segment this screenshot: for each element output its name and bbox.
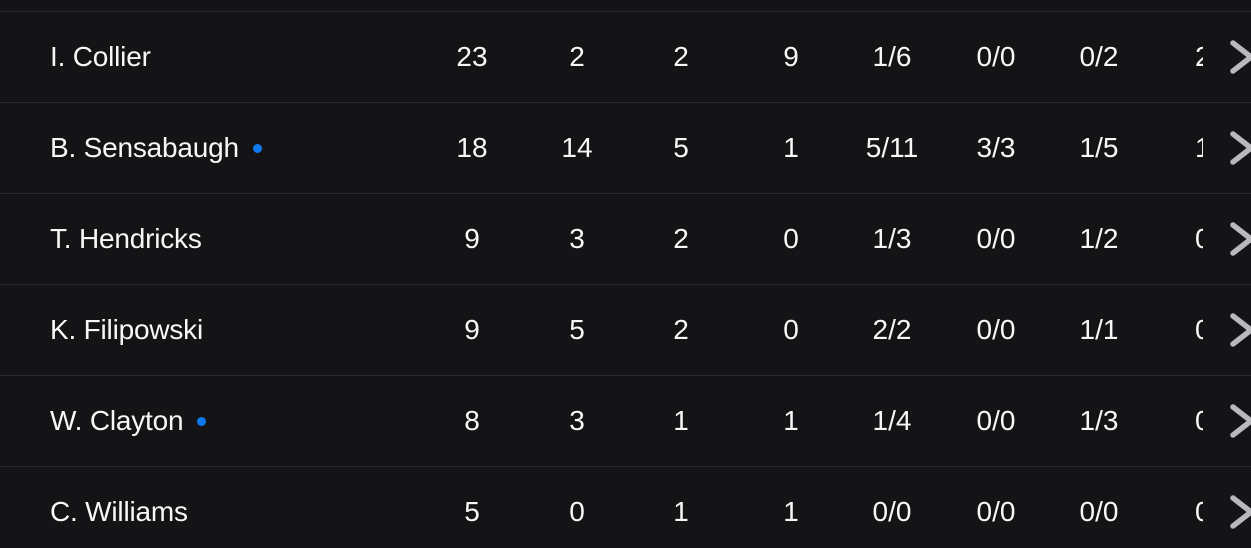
stat-cell: 0 xyxy=(783,223,799,254)
player-name-cell: W. Clayton xyxy=(50,376,207,466)
player-name: K. Filipowski xyxy=(50,314,203,345)
player-row[interactable]: B. Sensabaugh 18 14 5 1 5/11 3/3 1/5 1 xyxy=(0,102,1251,193)
stat-cell: 1 xyxy=(673,496,689,527)
player-name: W. Clayton xyxy=(50,405,184,436)
chevron-right-icon xyxy=(1230,404,1251,438)
clipped-stat-cell: 0 xyxy=(1195,405,1203,436)
player-name-cell: T. Hendricks xyxy=(50,194,202,284)
stat-cell: 14 xyxy=(561,132,593,163)
on-court-dot xyxy=(197,416,207,426)
clipped-stat-cell: 0 xyxy=(1195,496,1203,527)
player-name: B. Sensabaugh xyxy=(50,132,239,163)
stat-cell: 1/3 xyxy=(872,223,912,254)
chevron-right-icon xyxy=(1230,131,1251,165)
stat-cell: 1/2 xyxy=(1079,223,1119,254)
player-row[interactable]: I. Collier 23 2 2 9 1/6 0/0 0/2 2 xyxy=(0,11,1251,102)
player-row[interactable]: W. Clayton 8 3 1 1 1/4 0/0 1/3 0 xyxy=(0,375,1251,466)
stat-cell: 9 xyxy=(464,223,480,254)
stat-cell: 0/0 xyxy=(976,223,1016,254)
stat-cell: 0/0 xyxy=(872,496,912,527)
stat-cell: 5 xyxy=(569,314,585,345)
stat-cell: 0/0 xyxy=(976,405,1016,436)
player-row[interactable]: K. Filipowski 9 5 2 0 2/2 0/0 1/1 0 xyxy=(0,284,1251,375)
stat-cell: 5/11 xyxy=(865,132,919,163)
player-name: I. Collier xyxy=(50,41,151,72)
stat-cell: 0/2 xyxy=(1079,41,1119,72)
stat-cell: 0/0 xyxy=(976,496,1016,527)
stat-cell: 18 xyxy=(456,132,488,163)
stat-cell: 0/0 xyxy=(976,41,1016,72)
chevron-right-icon xyxy=(1230,40,1251,74)
stat-cell: 1/6 xyxy=(872,41,912,72)
stat-cell: 1 xyxy=(783,405,799,436)
player-name: C. Williams xyxy=(50,496,188,527)
on-court-dot xyxy=(252,143,262,153)
chevron-right-icon xyxy=(1230,222,1251,256)
stat-cell: 5 xyxy=(464,496,480,527)
chevron-right-icon xyxy=(1230,313,1251,347)
stat-cell: 0/0 xyxy=(976,314,1016,345)
player-row[interactable]: C. Williams 5 0 1 1 0/0 0/0 0/0 0 xyxy=(0,466,1251,548)
player-name-cell: K. Filipowski xyxy=(50,285,203,375)
stat-cell: 1 xyxy=(783,132,799,163)
clipped-stat-cell: 0 xyxy=(1195,223,1203,254)
stat-cell: 2 xyxy=(673,314,689,345)
stat-cell: 5 xyxy=(673,132,689,163)
stat-cell: 3 xyxy=(569,405,585,436)
stat-cell: 0 xyxy=(783,314,799,345)
stat-cell: 1/4 xyxy=(872,405,912,436)
stat-cell: 3 xyxy=(569,223,585,254)
stat-cell: 1 xyxy=(673,405,689,436)
player-name-cell: C. Williams xyxy=(50,467,188,548)
stat-cell: 2 xyxy=(569,41,585,72)
stat-cell: 2 xyxy=(673,223,689,254)
stat-cell: 23 xyxy=(456,41,488,72)
player-name-cell: I. Collier xyxy=(50,12,151,102)
clipped-stat-cell: 2 xyxy=(1195,41,1203,72)
clipped-stat-cell: 0 xyxy=(1195,314,1203,345)
stat-cell: 2/2 xyxy=(872,314,912,345)
stat-cell: 1/1 xyxy=(1079,314,1119,345)
stat-cell: 0/0 xyxy=(1079,496,1119,527)
stat-cell: 1 xyxy=(783,496,799,527)
stat-cell: 1/3 xyxy=(1079,405,1119,436)
stat-cell: 9 xyxy=(464,314,480,345)
player-name: T. Hendricks xyxy=(50,223,202,254)
player-name-cell: B. Sensabaugh xyxy=(50,103,262,193)
clipped-stat-cell: 1 xyxy=(1195,132,1203,163)
stat-cell: 1/5 xyxy=(1079,132,1119,163)
stat-cell: 8 xyxy=(464,405,480,436)
chevron-right-icon xyxy=(1230,495,1251,529)
stat-cell: 2 xyxy=(673,41,689,72)
stat-cell: 0 xyxy=(569,496,585,527)
player-row[interactable]: T. Hendricks 9 3 2 0 1/3 0/0 1/2 0 xyxy=(0,193,1251,284)
previous-row-stub xyxy=(0,0,1251,11)
stat-cell: 9 xyxy=(783,41,799,72)
stat-cell: 3/3 xyxy=(976,132,1016,163)
